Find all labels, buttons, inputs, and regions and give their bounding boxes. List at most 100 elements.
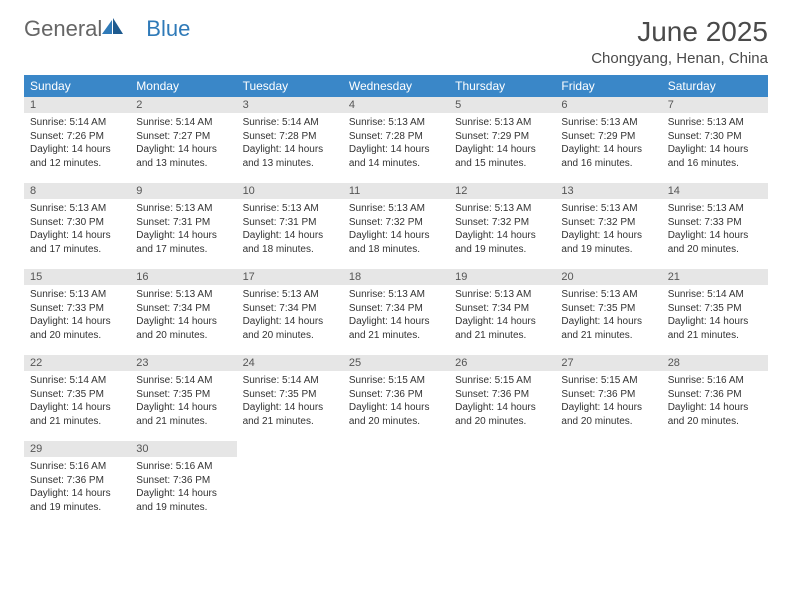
daylight-text: Daylight: 14 hours and 21 minutes. xyxy=(561,315,655,342)
day-number: 17 xyxy=(237,269,343,285)
calendar-empty-cell xyxy=(343,441,449,527)
sunrise-text: Sunrise: 5:13 AM xyxy=(243,288,337,302)
day-number: 23 xyxy=(130,355,236,371)
day-number: 26 xyxy=(449,355,555,371)
calendar-empty-cell xyxy=(662,441,768,527)
day-number: 25 xyxy=(343,355,449,371)
day-content: Sunrise: 5:16 AMSunset: 7:36 PMDaylight:… xyxy=(24,457,130,518)
day-content: Sunrise: 5:13 AMSunset: 7:32 PMDaylight:… xyxy=(343,199,449,260)
daylight-text: Daylight: 14 hours and 20 minutes. xyxy=(349,401,443,428)
calendar-body: 1Sunrise: 5:14 AMSunset: 7:26 PMDaylight… xyxy=(24,97,768,527)
sunrise-text: Sunrise: 5:14 AM xyxy=(243,374,337,388)
weekday-header: Wednesday xyxy=(343,75,449,97)
sunrise-text: Sunrise: 5:15 AM xyxy=(455,374,549,388)
sunrise-text: Sunrise: 5:13 AM xyxy=(30,288,124,302)
sunset-text: Sunset: 7:30 PM xyxy=(30,216,124,230)
sunset-text: Sunset: 7:34 PM xyxy=(349,302,443,316)
day-content: Sunrise: 5:13 AMSunset: 7:34 PMDaylight:… xyxy=(237,285,343,346)
sunset-text: Sunset: 7:30 PM xyxy=(668,130,762,144)
sunset-text: Sunset: 7:33 PM xyxy=(30,302,124,316)
sunrise-text: Sunrise: 5:14 AM xyxy=(668,288,762,302)
daylight-text: Daylight: 14 hours and 17 minutes. xyxy=(30,229,124,256)
sunset-text: Sunset: 7:36 PM xyxy=(455,388,549,402)
weekday-header: Thursday xyxy=(449,75,555,97)
day-number: 5 xyxy=(449,97,555,113)
sunset-text: Sunset: 7:35 PM xyxy=(561,302,655,316)
day-number: 28 xyxy=(662,355,768,371)
daylight-text: Daylight: 14 hours and 14 minutes. xyxy=(349,143,443,170)
sunrise-text: Sunrise: 5:13 AM xyxy=(30,202,124,216)
day-content: Sunrise: 5:14 AMSunset: 7:35 PMDaylight:… xyxy=(237,371,343,432)
day-number: 29 xyxy=(24,441,130,457)
day-content: Sunrise: 5:13 AMSunset: 7:33 PMDaylight:… xyxy=(662,199,768,260)
calendar-day-cell: 15Sunrise: 5:13 AMSunset: 7:33 PMDayligh… xyxy=(24,269,130,355)
logo: General Blue xyxy=(24,16,190,42)
day-number: 7 xyxy=(662,97,768,113)
sunrise-text: Sunrise: 5:13 AM xyxy=(136,288,230,302)
calendar-day-cell: 11Sunrise: 5:13 AMSunset: 7:32 PMDayligh… xyxy=(343,183,449,269)
calendar-day-cell: 1Sunrise: 5:14 AMSunset: 7:26 PMDaylight… xyxy=(24,97,130,183)
calendar-day-cell: 4Sunrise: 5:13 AMSunset: 7:28 PMDaylight… xyxy=(343,97,449,183)
sunset-text: Sunset: 7:36 PM xyxy=(561,388,655,402)
sunrise-text: Sunrise: 5:13 AM xyxy=(455,202,549,216)
day-content: Sunrise: 5:13 AMSunset: 7:34 PMDaylight:… xyxy=(449,285,555,346)
calendar-day-cell: 25Sunrise: 5:15 AMSunset: 7:36 PMDayligh… xyxy=(343,355,449,441)
sunrise-text: Sunrise: 5:13 AM xyxy=(455,116,549,130)
day-content: Sunrise: 5:13 AMSunset: 7:29 PMDaylight:… xyxy=(555,113,661,174)
daylight-text: Daylight: 14 hours and 19 minutes. xyxy=(30,487,124,514)
day-content: Sunrise: 5:13 AMSunset: 7:30 PMDaylight:… xyxy=(662,113,768,174)
calendar-day-cell: 12Sunrise: 5:13 AMSunset: 7:32 PMDayligh… xyxy=(449,183,555,269)
location: Chongyang, Henan, China xyxy=(591,50,768,67)
daylight-text: Daylight: 14 hours and 21 minutes. xyxy=(349,315,443,342)
day-number: 16 xyxy=(130,269,236,285)
calendar-day-cell: 9Sunrise: 5:13 AMSunset: 7:31 PMDaylight… xyxy=(130,183,236,269)
sunrise-text: Sunrise: 5:14 AM xyxy=(136,374,230,388)
day-content: Sunrise: 5:14 AMSunset: 7:28 PMDaylight:… xyxy=(237,113,343,174)
daylight-text: Daylight: 14 hours and 20 minutes. xyxy=(136,315,230,342)
day-number: 14 xyxy=(662,183,768,199)
day-number: 11 xyxy=(343,183,449,199)
daylight-text: Daylight: 14 hours and 20 minutes. xyxy=(30,315,124,342)
daylight-text: Daylight: 14 hours and 20 minutes. xyxy=(668,401,762,428)
title-block: June 2025 Chongyang, Henan, China xyxy=(591,16,768,67)
sunrise-text: Sunrise: 5:13 AM xyxy=(136,202,230,216)
calendar-day-cell: 29Sunrise: 5:16 AMSunset: 7:36 PMDayligh… xyxy=(24,441,130,527)
day-content: Sunrise: 5:15 AMSunset: 7:36 PMDaylight:… xyxy=(449,371,555,432)
daylight-text: Daylight: 14 hours and 13 minutes. xyxy=(243,143,337,170)
weekday-header: Sunday xyxy=(24,75,130,97)
calendar-day-cell: 8Sunrise: 5:13 AMSunset: 7:30 PMDaylight… xyxy=(24,183,130,269)
day-number: 4 xyxy=(343,97,449,113)
sunset-text: Sunset: 7:35 PM xyxy=(668,302,762,316)
sunrise-text: Sunrise: 5:14 AM xyxy=(243,116,337,130)
sunset-text: Sunset: 7:35 PM xyxy=(30,388,124,402)
day-number: 30 xyxy=(130,441,236,457)
day-number: 2 xyxy=(130,97,236,113)
weekday-header: Tuesday xyxy=(237,75,343,97)
day-content: Sunrise: 5:13 AMSunset: 7:35 PMDaylight:… xyxy=(555,285,661,346)
day-content: Sunrise: 5:14 AMSunset: 7:27 PMDaylight:… xyxy=(130,113,236,174)
day-content: Sunrise: 5:13 AMSunset: 7:29 PMDaylight:… xyxy=(449,113,555,174)
calendar-day-cell: 21Sunrise: 5:14 AMSunset: 7:35 PMDayligh… xyxy=(662,269,768,355)
day-number: 3 xyxy=(237,97,343,113)
sunset-text: Sunset: 7:36 PM xyxy=(136,474,230,488)
daylight-text: Daylight: 14 hours and 19 minutes. xyxy=(136,487,230,514)
sunset-text: Sunset: 7:34 PM xyxy=(136,302,230,316)
day-content: Sunrise: 5:14 AMSunset: 7:35 PMDaylight:… xyxy=(662,285,768,346)
sunrise-text: Sunrise: 5:13 AM xyxy=(561,288,655,302)
day-content: Sunrise: 5:13 AMSunset: 7:31 PMDaylight:… xyxy=(237,199,343,260)
sunset-text: Sunset: 7:33 PM xyxy=(668,216,762,230)
sunrise-text: Sunrise: 5:13 AM xyxy=(668,116,762,130)
calendar-day-cell: 2Sunrise: 5:14 AMSunset: 7:27 PMDaylight… xyxy=(130,97,236,183)
daylight-text: Daylight: 14 hours and 20 minutes. xyxy=(668,229,762,256)
daylight-text: Daylight: 14 hours and 17 minutes. xyxy=(136,229,230,256)
header: General Blue June 2025 Chongyang, Henan,… xyxy=(24,16,768,67)
day-number: 18 xyxy=(343,269,449,285)
logo-text-blue: Blue xyxy=(146,16,190,42)
calendar-day-cell: 19Sunrise: 5:13 AMSunset: 7:34 PMDayligh… xyxy=(449,269,555,355)
sunrise-text: Sunrise: 5:13 AM xyxy=(349,288,443,302)
calendar-day-cell: 10Sunrise: 5:13 AMSunset: 7:31 PMDayligh… xyxy=(237,183,343,269)
calendar-day-cell: 5Sunrise: 5:13 AMSunset: 7:29 PMDaylight… xyxy=(449,97,555,183)
sunrise-text: Sunrise: 5:14 AM xyxy=(30,374,124,388)
weekday-header: Friday xyxy=(555,75,661,97)
calendar-day-cell: 7Sunrise: 5:13 AMSunset: 7:30 PMDaylight… xyxy=(662,97,768,183)
